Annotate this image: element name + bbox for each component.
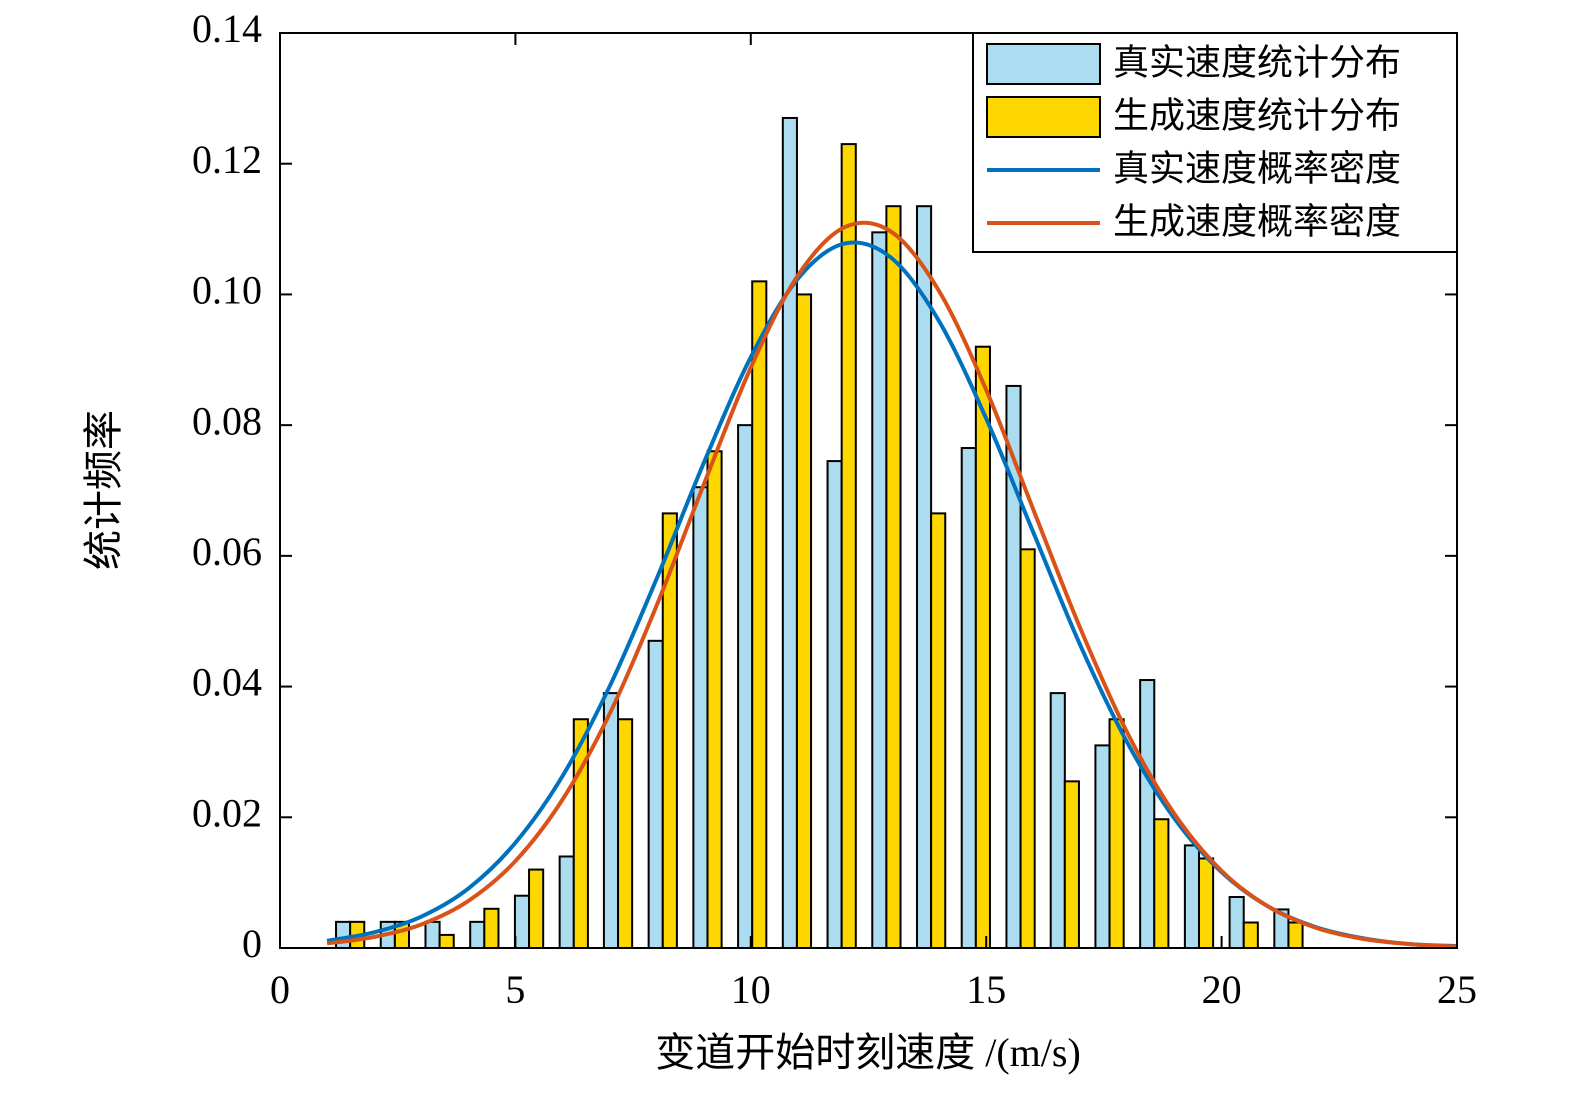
y-tick-label: 0.02 <box>192 790 262 835</box>
bar <box>1198 857 1215 949</box>
bar <box>1094 744 1111 950</box>
bar <box>737 424 754 949</box>
x-tick-label: 5 <box>505 967 525 1012</box>
bar <box>1228 896 1245 949</box>
y-axis-label: 统计频率 <box>81 410 126 570</box>
bar <box>885 205 902 950</box>
bar <box>1153 818 1170 949</box>
bar <box>528 868 545 949</box>
x-tick-label: 25 <box>1437 967 1477 1012</box>
bar <box>438 933 455 950</box>
bar <box>795 293 813 949</box>
x-axis-label: 变道开始时刻速度 /(m/s) <box>655 1030 1081 1075</box>
bar <box>915 205 933 950</box>
x-tick-label: 15 <box>966 967 1006 1012</box>
bar <box>1049 692 1066 949</box>
y-tick-label: 0.12 <box>192 137 262 182</box>
bar <box>602 692 620 949</box>
bar <box>424 920 441 949</box>
y-tick-label: 0.06 <box>192 529 262 574</box>
bar <box>617 718 634 949</box>
density-line <box>326 220 1458 949</box>
bar <box>781 116 798 949</box>
bar <box>960 447 977 949</box>
bar <box>840 143 857 950</box>
legend-label: 生成速度统计分布 <box>1113 95 1401 135</box>
bar <box>826 460 843 949</box>
bar <box>469 920 486 949</box>
bar <box>706 450 723 949</box>
bar <box>930 512 947 949</box>
bar <box>1108 718 1125 949</box>
bar <box>647 639 664 949</box>
bar <box>558 855 575 949</box>
bar <box>692 486 709 949</box>
plot-frame <box>279 32 1458 949</box>
bar <box>974 345 991 949</box>
bar <box>751 280 768 950</box>
bar <box>1139 679 1156 949</box>
bar <box>661 512 678 949</box>
bar <box>483 907 500 949</box>
bar <box>1242 921 1259 950</box>
bar <box>1287 921 1304 950</box>
x-tick-label: 10 <box>731 967 771 1012</box>
legend-label: 生成速度概率密度 <box>1113 201 1401 241</box>
x-tick-label: 20 <box>1202 967 1242 1012</box>
bar <box>1063 780 1080 950</box>
x-tick-label: 0 <box>270 967 290 1012</box>
legend-label: 真实速度统计分布 <box>1113 42 1401 82</box>
legend-label: 真实速度概率密度 <box>1113 148 1401 188</box>
y-tick-label: 0 <box>242 921 262 966</box>
legend-swatch <box>986 43 1101 85</box>
bar <box>1019 548 1036 949</box>
bar <box>871 231 888 949</box>
y-tick-label: 0.04 <box>192 660 262 705</box>
y-tick-label: 0.10 <box>192 268 262 313</box>
bar <box>513 894 531 950</box>
y-tick-label: 0.14 <box>192 6 262 51</box>
legend-swatch <box>986 96 1101 138</box>
y-tick-label: 0.08 <box>192 398 262 443</box>
bar <box>1183 844 1201 949</box>
